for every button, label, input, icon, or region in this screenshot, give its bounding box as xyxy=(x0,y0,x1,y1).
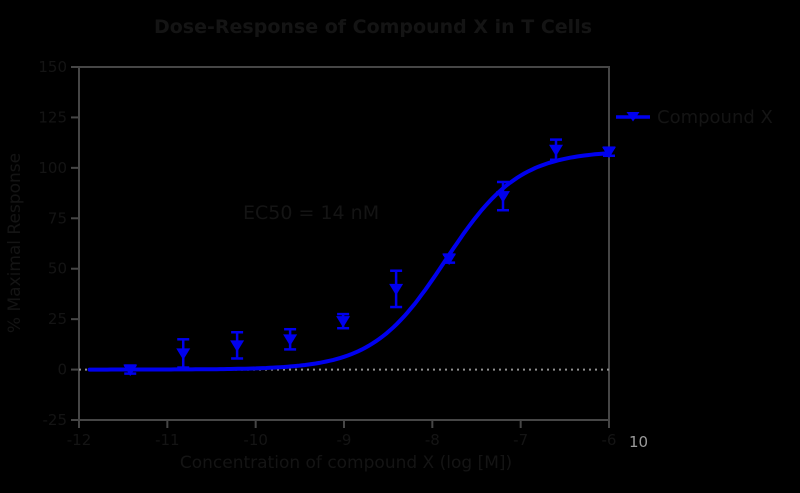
chart-title: Dose-Response of Compound X in T Cells xyxy=(154,16,592,38)
legend-series-label: Compound X xyxy=(657,107,773,128)
triangle-down-marker xyxy=(283,334,298,346)
y-tick-label: -25 xyxy=(43,411,68,429)
y-tick-label: 50 xyxy=(48,260,67,278)
triangle-down-marker xyxy=(176,348,191,360)
y-tick-label: 75 xyxy=(48,209,67,227)
x-tick-label: -7 xyxy=(513,431,528,449)
legend: Compound X xyxy=(616,107,773,128)
x-tick-label: -8 xyxy=(425,431,440,449)
x-axis-end-fragment: 10 xyxy=(629,433,648,451)
y-tick-label: 100 xyxy=(38,159,67,177)
y-tick-label: 150 xyxy=(38,58,67,76)
y-tick-label: 0 xyxy=(57,361,67,379)
triangle-down-marker xyxy=(602,146,616,159)
dose-response-curve xyxy=(87,151,611,372)
legend-triangle-marker-icon xyxy=(626,112,640,122)
triangle-down-marker xyxy=(230,340,245,352)
y-tick-label: 25 xyxy=(48,310,67,328)
y-tick-label: 125 xyxy=(38,108,67,126)
x-axis-label: Concentration of compound X (log [M]) xyxy=(180,453,512,473)
x-tick-label: -12 xyxy=(67,431,92,449)
y-axis-label: % Maximal Response xyxy=(5,153,25,333)
triangle-down-marker xyxy=(389,283,404,296)
error-bars xyxy=(124,138,615,375)
triangle-down-marker xyxy=(336,316,351,328)
data-point-markers xyxy=(123,144,616,377)
x-ticks: -12 -11 -10 -9 -8 -7 -6 xyxy=(67,420,617,449)
triangle-down-marker xyxy=(496,191,510,203)
triangle-down-marker xyxy=(549,144,563,157)
y-ticks: -25 0 25 50 75 100 125 150 xyxy=(38,58,79,429)
triangle-down-marker xyxy=(123,364,138,377)
fit-curve-path xyxy=(87,151,611,372)
x-tick-label: -10 xyxy=(243,431,268,449)
frame-rect xyxy=(78,66,610,421)
triangle-down-marker xyxy=(442,253,457,266)
ec50-annotation: EC50 = 14 nM xyxy=(243,202,379,224)
x-tick-label: -9 xyxy=(337,431,352,449)
plot-frame xyxy=(78,66,610,421)
x-tick-label: -6 xyxy=(602,431,617,449)
x-tick-label: -11 xyxy=(155,431,180,449)
